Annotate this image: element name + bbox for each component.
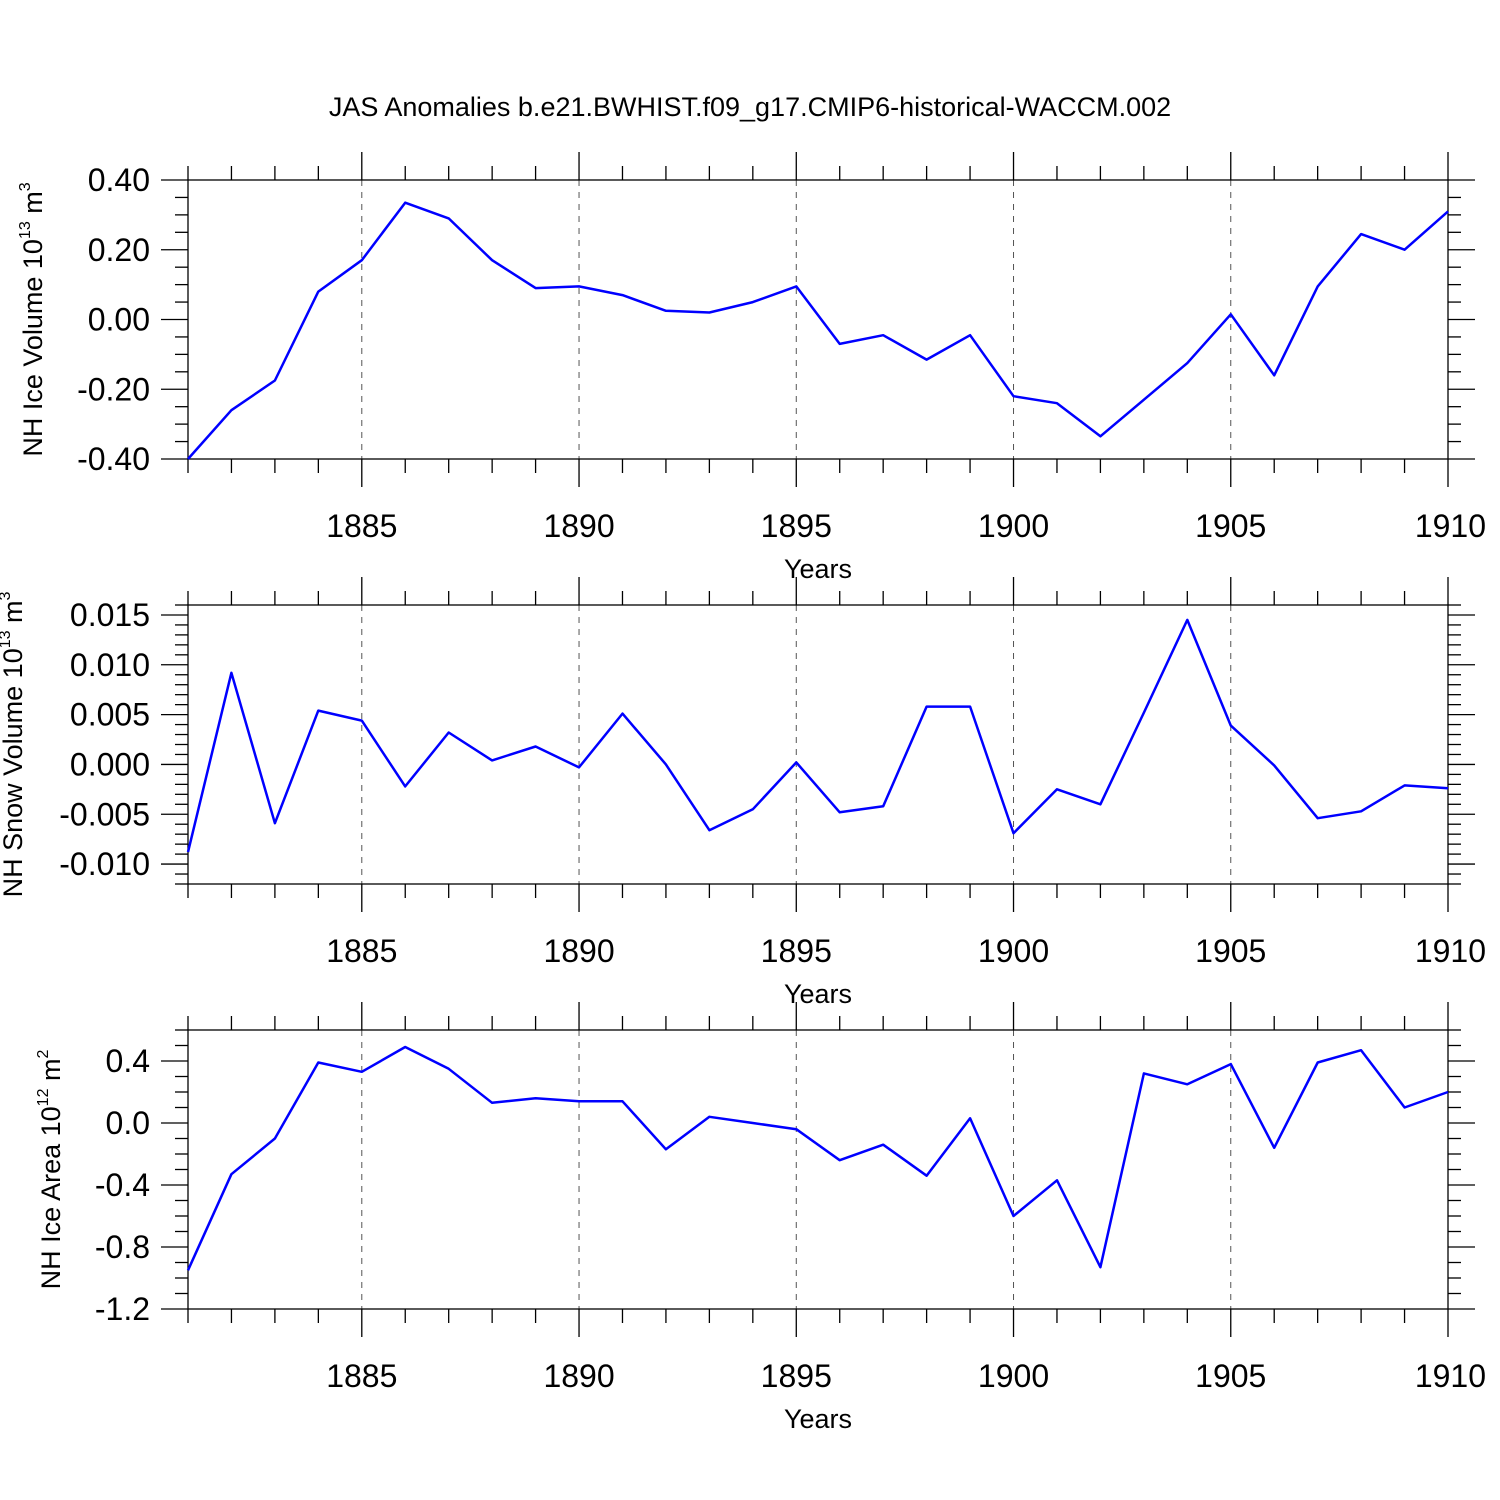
x-tick-label: 1905	[1195, 1358, 1266, 1394]
x-tick-label: 1900	[978, 1358, 1049, 1394]
chart-panel-1: 1885 1890 1895 1900 1905 1910 -0.40 -0.20 0.00 0.…	[17, 152, 1486, 584]
x-tick-label: 1890	[543, 933, 614, 969]
x-tick-label: 1905	[1195, 508, 1266, 544]
x-tick-label: 1910	[1415, 933, 1486, 969]
plot-frame	[187, 179, 1449, 460]
x-tick-label: 1885	[326, 508, 397, 544]
series-line	[187, 201, 1449, 460]
y-axis-title-ylabel-main: NH Ice Area 10	[36, 1106, 66, 1289]
x-tick-label: 1900	[978, 933, 1049, 969]
chart-panel-2: 1885 1890 1895 1900 1905 1910 -0.010 -0.005 0.00…	[0, 577, 1486, 1009]
x-axis-title: Years	[784, 554, 852, 584]
y-tick-label: -0.8	[95, 1229, 150, 1265]
y-axis-title: NH Ice Volume 1013 m3	[17, 182, 48, 456]
plot-frame	[187, 1029, 1449, 1310]
y-axis-title-ylabel-exp: 12	[35, 1088, 52, 1106]
y-axis-title-ylabel-unit-exp: 2	[35, 1050, 52, 1059]
y-tick-label: 0.40	[88, 162, 150, 198]
y-tick-label: -1.2	[95, 1291, 150, 1327]
series-line	[186, 618, 1449, 853]
y-axis-title-ylabel-main: NH Ice Volume 10	[18, 239, 48, 457]
x-tick-label: 1895	[761, 508, 832, 544]
y-axis-title-ylabel-unit-exp: 3	[0, 591, 14, 600]
y-tick-label: 0.00	[88, 302, 150, 338]
figure-title: JAS Anomalies b.e21.BWHIST.f09_g17.CMIP6…	[329, 92, 1171, 122]
y-tick-label: 0.4	[106, 1043, 150, 1079]
x-tick-label: 1900	[978, 508, 1049, 544]
y-tick-label: 0.010	[70, 647, 150, 683]
x-tick-label: 1890	[543, 508, 614, 544]
y-tick-label: -0.20	[77, 371, 150, 407]
y-tick-label: 0.015	[70, 597, 150, 633]
y-axis-title-ylabel-unit: m	[0, 600, 28, 630]
x-tick-label: 1885	[326, 933, 397, 969]
y-axis-title-ylabel-unit: m	[36, 1059, 66, 1089]
x-tick-label: 1895	[761, 933, 832, 969]
series-line	[186, 1045, 1449, 1271]
y-tick-label: -0.010	[59, 846, 150, 882]
x-tick-label: 1910	[1415, 1358, 1486, 1394]
x-tick-label: 1890	[543, 1358, 614, 1394]
y-axis-title-ylabel-unit-exp: 3	[17, 182, 34, 191]
y-axis-title-ylabel-exp: 13	[0, 630, 14, 648]
x-tick-label: 1905	[1195, 933, 1266, 969]
x-tick-label: 1910	[1415, 508, 1486, 544]
x-tick-label: 1885	[326, 1358, 397, 1394]
panels: 1885 1890 1895 1900 1905 1910 -0.40 -0.20 0.00 0.…	[0, 152, 1486, 1434]
y-axis-title: NH Ice Area 1012 m2	[35, 1050, 66, 1290]
y-tick-label: 0.0	[106, 1105, 150, 1141]
y-tick-label: 0.000	[70, 746, 150, 782]
y-axis-title: NH Snow Volume 1013 m3	[0, 591, 28, 897]
plot-frame	[187, 604, 1449, 885]
x-axis-title: Years	[784, 979, 852, 1009]
y-tick-label: 0.005	[70, 697, 150, 733]
y-axis-title-ylabel-unit: m	[18, 191, 48, 221]
y-axis-title-ylabel-exp: 13	[17, 221, 34, 239]
y-tick-label: -0.005	[59, 796, 150, 832]
y-tick-label: -0.4	[95, 1167, 150, 1203]
x-axis-title: Years	[784, 1404, 852, 1434]
chart-panel-3: 1885 1890 1895 1900 1905 1910 -1.2 -0.8 -0.4 0.0 0…	[35, 1002, 1486, 1434]
y-tick-label: -0.40	[77, 441, 150, 477]
x-tick-label: 1895	[761, 1358, 832, 1394]
y-axis-title-ylabel-main: NH Snow Volume 10	[0, 648, 28, 897]
y-tick-label: 0.20	[88, 232, 150, 268]
